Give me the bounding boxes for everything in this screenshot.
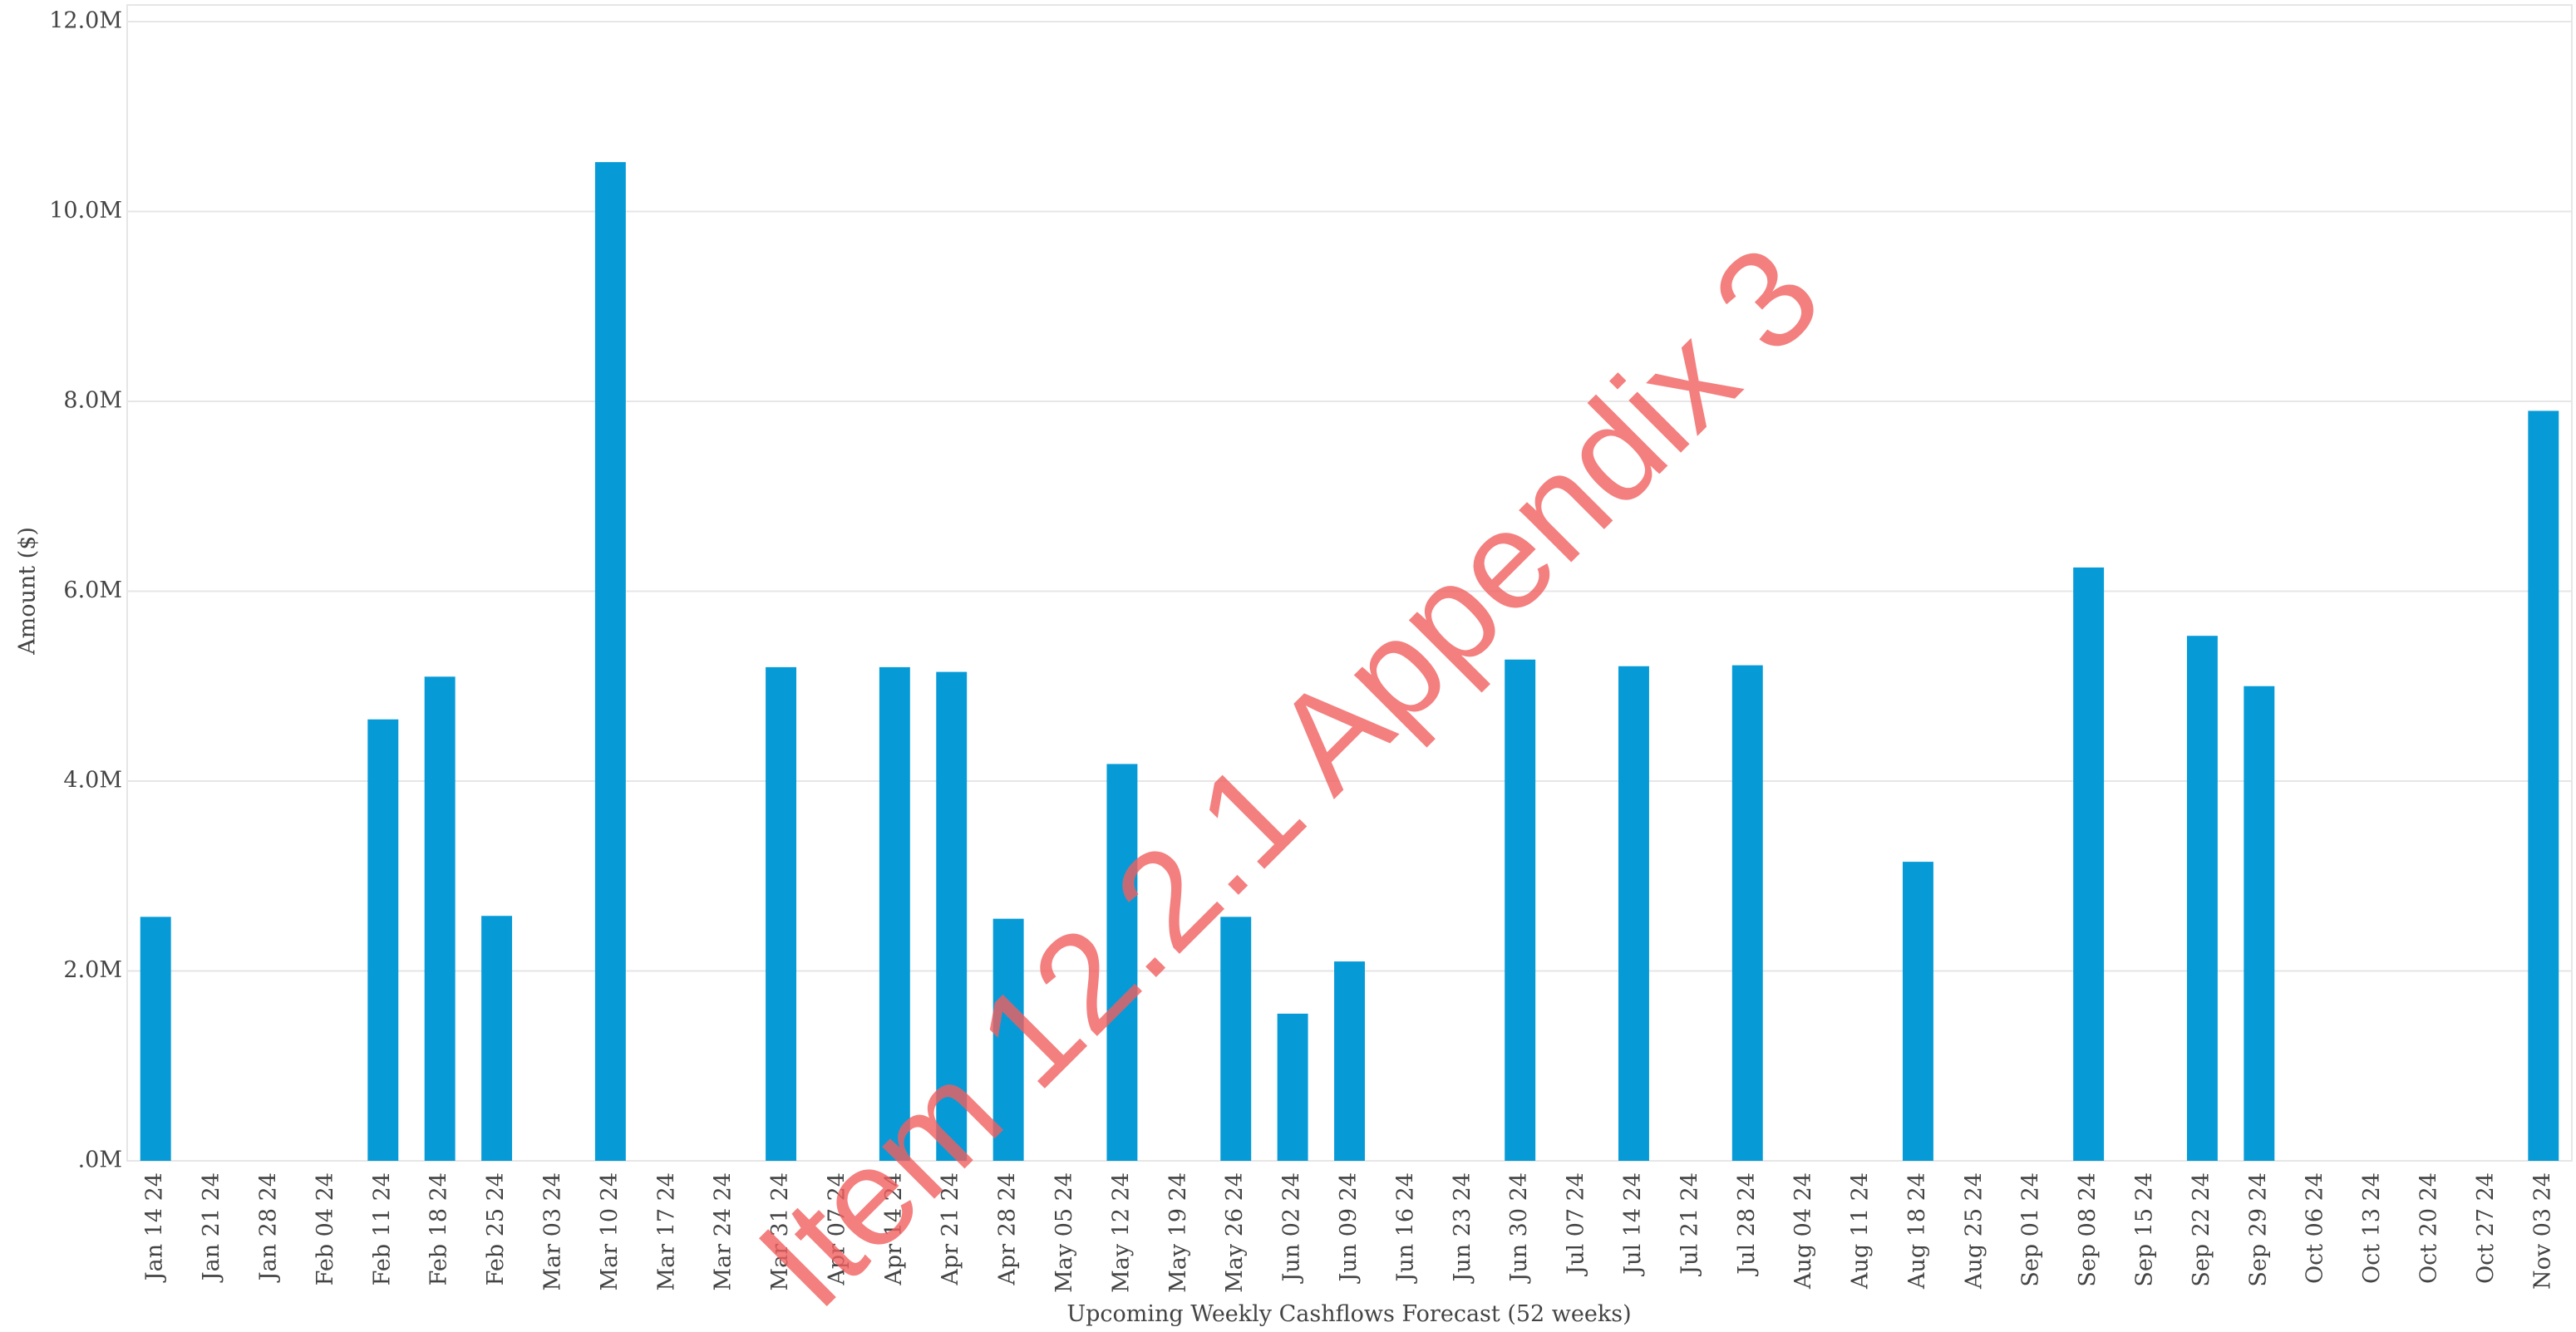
x-tick-label: Apr 14 24 (881, 1172, 907, 1286)
bar (1618, 666, 1649, 1161)
bar (1902, 862, 1933, 1161)
x-tick-label: Jul 14 24 (1620, 1172, 1646, 1277)
y-tick-label: 6.0M (63, 578, 122, 603)
x-tick-label: Jul 21 24 (1677, 1172, 1702, 1277)
bar (2528, 410, 2559, 1161)
x-tick-label: Oct 27 24 (2473, 1172, 2499, 1284)
x-tick-label: Sep 22 24 (2189, 1172, 2214, 1287)
bar (992, 918, 1024, 1161)
y-tick-label: 4.0M (63, 768, 122, 794)
x-tick-label: Apr 21 24 (938, 1172, 963, 1286)
bar (1334, 961, 1365, 1161)
bar (936, 671, 968, 1161)
bar (594, 162, 626, 1162)
x-tick-label: Mar 10 24 (597, 1172, 623, 1291)
x-tick-label: Apr 28 24 (995, 1172, 1021, 1286)
bar (1220, 917, 1252, 1161)
x-tick-label: Feb 11 24 (369, 1172, 395, 1285)
bar (1505, 659, 1536, 1161)
bar (2073, 567, 2105, 1161)
bar (879, 666, 910, 1161)
x-tick-label: Feb 18 24 (426, 1172, 452, 1285)
x-tick-label: Feb 04 24 (313, 1172, 338, 1285)
x-tick-label: Aug 11 24 (1848, 1172, 1874, 1290)
x-tick-label: Oct 20 24 (2416, 1172, 2442, 1284)
bar (2186, 636, 2218, 1161)
x-tick-label: May 19 24 (1165, 1172, 1191, 1293)
x-tick-label: Oct 06 24 (2303, 1172, 2328, 1284)
bar (481, 916, 513, 1161)
y-tick-label: 12.0M (49, 8, 122, 34)
x-tick-label: Jul 07 24 (1564, 1172, 1589, 1277)
x-tick-label: May 26 24 (1222, 1172, 1248, 1293)
bar (1106, 764, 1138, 1161)
x-tick-label: Sep 01 24 (2018, 1172, 2044, 1287)
y-tick-label: .0M (78, 1148, 122, 1173)
bar (140, 917, 171, 1161)
bar (424, 676, 456, 1161)
x-tick-label: Oct 13 24 (2359, 1172, 2385, 1284)
x-axis-label: Upcoming Weekly Cashflows Forecast (52 w… (1066, 1301, 1631, 1327)
x-tick-label: Aug 25 24 (1961, 1172, 1987, 1290)
x-tick-label: Jan 28 24 (255, 1172, 281, 1283)
x-tick-label: Sep 08 24 (2075, 1172, 2101, 1287)
y-axis-label: Amount ($) (15, 527, 41, 656)
y-tick-label: 2.0M (63, 957, 122, 983)
bar (1731, 665, 1763, 1161)
x-tick-label: Jun 16 24 (1392, 1172, 1418, 1284)
x-tick-label: Mar 17 24 (653, 1172, 679, 1291)
x-tick-label: May 05 24 (1052, 1172, 1077, 1293)
x-tick-label: Jun 30 24 (1506, 1172, 1532, 1284)
bar (2244, 686, 2275, 1161)
y-tick-label: 8.0M (63, 388, 122, 414)
x-tick-label: Jun 23 24 (1450, 1172, 1475, 1284)
x-tick-label: Aug 18 24 (1904, 1172, 1930, 1290)
x-tick-label: Mar 03 24 (539, 1172, 565, 1291)
x-tick-label: Aug 04 24 (1790, 1172, 1816, 1290)
x-tick-label: Jan 21 24 (199, 1172, 224, 1283)
x-tick-label: Mar 31 24 (767, 1172, 793, 1291)
x-tick-label: May 12 24 (1108, 1172, 1134, 1293)
x-tick-label: Apr 07 24 (824, 1172, 850, 1286)
x-tick-label: Jul 28 24 (1734, 1172, 1760, 1277)
x-tick-label: Nov 03 24 (2529, 1172, 2555, 1290)
bar (766, 666, 797, 1161)
x-tick-label: Jun 09 24 (1336, 1172, 1362, 1284)
x-tick-label: Jun 02 24 (1279, 1172, 1305, 1284)
x-tick-label: Jan 14 24 (142, 1172, 168, 1283)
x-tick-label: Mar 24 24 (711, 1172, 736, 1291)
x-tick-label: Sep 15 24 (2132, 1172, 2158, 1287)
bar (1277, 1013, 1308, 1161)
bar (367, 719, 399, 1161)
y-tick-label: 10.0M (49, 198, 122, 224)
x-tick-label: Sep 29 24 (2245, 1172, 2271, 1287)
x-tick-label: Feb 25 24 (483, 1172, 509, 1285)
